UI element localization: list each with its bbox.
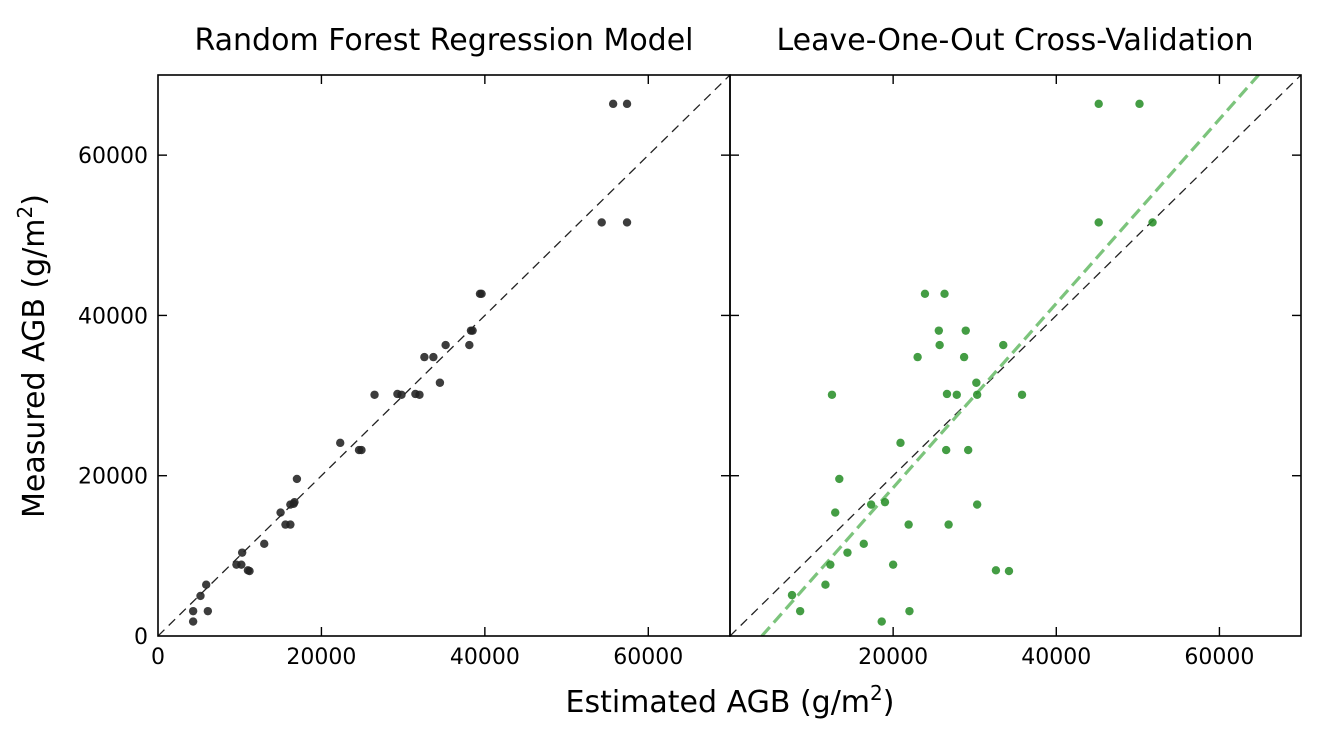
data-point xyxy=(336,438,345,448)
y-tick-label: 0 xyxy=(134,625,148,650)
data-point xyxy=(397,390,406,399)
plot-frame xyxy=(729,74,1302,637)
y-tick-label: 60000 xyxy=(78,144,148,169)
y-axis-label-end: ) xyxy=(17,194,52,206)
x-axis-label-sup: 2 xyxy=(870,681,883,705)
data-point xyxy=(831,508,840,517)
data-point xyxy=(203,606,213,616)
data-point xyxy=(622,99,632,109)
x-tick-label: 40000 xyxy=(1021,645,1091,670)
panel-loocv: 20000 40000 60000 xyxy=(729,74,1302,670)
data-point xyxy=(999,340,1008,350)
data-point xyxy=(941,445,951,455)
plot-area xyxy=(730,75,1301,636)
data-point xyxy=(944,520,953,529)
panel-title-rf: Random Forest Regression Model xyxy=(194,23,693,58)
data-point xyxy=(1094,99,1103,109)
data-point xyxy=(877,617,886,626)
y-axis-label-sup: 2 xyxy=(13,206,37,219)
data-point xyxy=(859,539,868,549)
panel-random-forest: 0 20000 40000 60000 0 20000 40000 60000 xyxy=(78,74,731,670)
data-point xyxy=(370,390,379,399)
data-point xyxy=(245,566,254,576)
data-point xyxy=(935,340,944,350)
data-point xyxy=(608,99,618,109)
data-point xyxy=(972,378,981,387)
data-point xyxy=(913,352,922,362)
x-tick-label: 60000 xyxy=(613,645,683,670)
data-point xyxy=(920,289,930,298)
data-point xyxy=(202,580,211,589)
fit-line xyxy=(760,75,1260,636)
data-point xyxy=(905,606,914,616)
data-point xyxy=(843,548,852,557)
data-point xyxy=(896,438,905,448)
data-point xyxy=(835,474,844,484)
identity-line xyxy=(730,75,1301,636)
data-point xyxy=(237,548,247,557)
data-point xyxy=(959,352,969,362)
data-point xyxy=(1004,566,1014,576)
data-point xyxy=(420,352,429,362)
data-point xyxy=(972,500,982,509)
data-point xyxy=(290,497,299,507)
data-point xyxy=(188,606,198,616)
y-tick-label: 20000 xyxy=(78,465,148,490)
x-axis-label-end: ) xyxy=(883,685,895,720)
data-point xyxy=(963,445,973,455)
x-axis-label-main: Estimated AGB (g/m xyxy=(566,685,871,720)
data-point xyxy=(821,580,830,589)
data-point xyxy=(942,389,952,399)
data-point xyxy=(1094,218,1103,227)
data-point xyxy=(934,326,944,335)
data-point xyxy=(441,340,450,350)
data-point xyxy=(972,390,982,399)
data-point xyxy=(286,520,295,529)
data-point xyxy=(1017,390,1027,399)
y-axis-label-main: Measured AGB (g/m xyxy=(17,218,52,518)
data-point xyxy=(904,520,913,529)
x-tick-label: 0 xyxy=(151,645,165,670)
y-axis-label: Measured AGB (g/m2) xyxy=(13,194,52,518)
data-point xyxy=(961,326,970,335)
data-point xyxy=(1148,218,1157,227)
data-point xyxy=(827,390,837,399)
data-point xyxy=(357,445,366,455)
data-point xyxy=(1135,99,1144,109)
y-tick-label: 40000 xyxy=(78,304,148,329)
data-point xyxy=(237,560,246,569)
plot-area xyxy=(158,75,730,636)
identity-line xyxy=(158,75,730,636)
x-tick-label: 20000 xyxy=(286,645,356,670)
data-point xyxy=(880,497,890,507)
x-tick-label: 40000 xyxy=(450,645,520,670)
data-point xyxy=(795,606,805,616)
data-point xyxy=(292,474,302,484)
data-point xyxy=(952,390,961,399)
x-tick-label: 60000 xyxy=(1184,645,1254,670)
data-point xyxy=(276,508,285,517)
data-point xyxy=(429,352,438,362)
data-point xyxy=(188,617,198,626)
x-axis-label: Estimated AGB (g/m2) xyxy=(566,681,895,720)
data-point xyxy=(196,591,205,601)
data-point xyxy=(435,378,445,387)
data-point xyxy=(260,539,269,549)
data-point xyxy=(415,390,424,399)
data-point xyxy=(940,289,949,298)
data-point xyxy=(622,218,632,227)
data-point xyxy=(787,590,797,600)
data-point xyxy=(468,326,477,335)
data-point xyxy=(888,560,898,569)
data-point xyxy=(826,560,835,569)
data-point xyxy=(477,289,486,298)
data-point xyxy=(866,500,876,509)
data-point xyxy=(991,566,1001,575)
data-point xyxy=(465,340,474,350)
data-point xyxy=(597,218,606,227)
panel-title-loocv: Leave-One-Out Cross-Validation xyxy=(776,23,1253,58)
x-tick-label: 20000 xyxy=(858,645,928,670)
